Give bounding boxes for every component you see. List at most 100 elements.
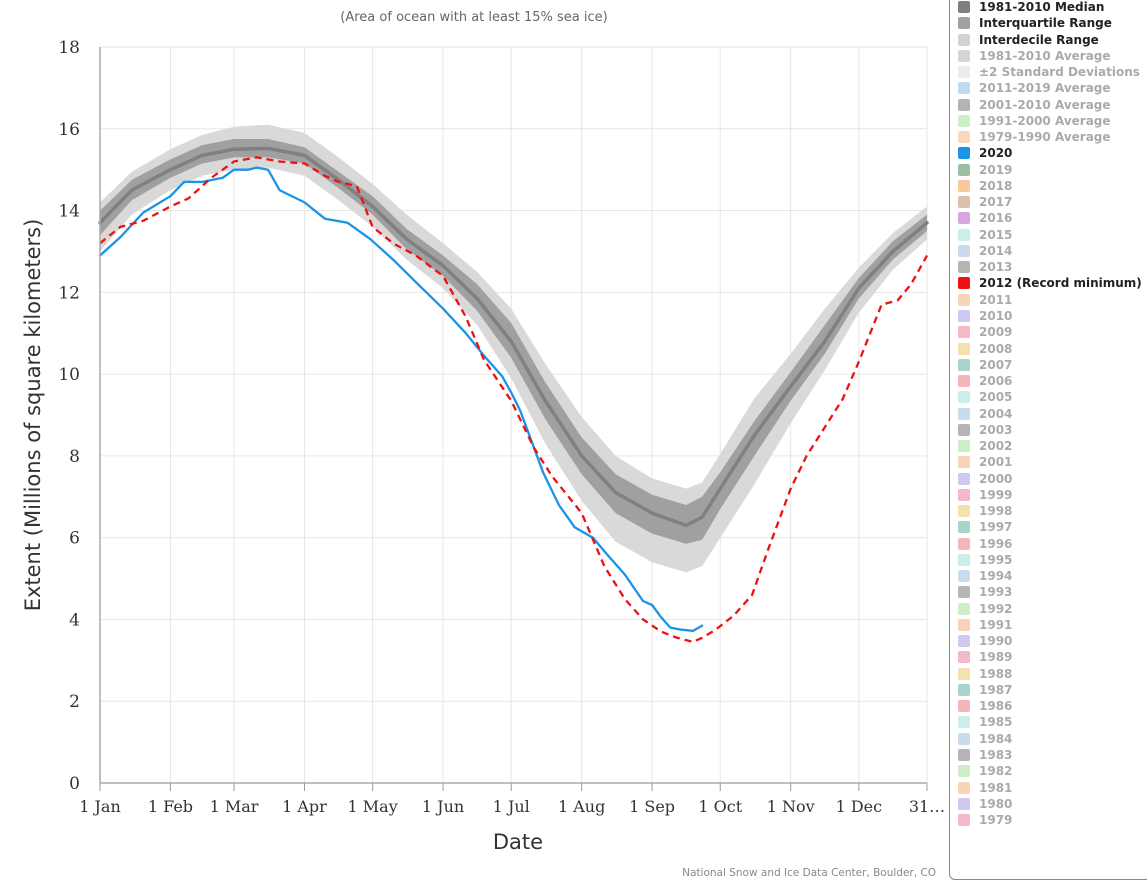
legend-item-2001[interactable]: 2001 [958,454,1012,470]
legend-item-2010[interactable]: 2010 [958,308,1012,324]
legend-item-1982[interactable]: 1982 [958,763,1012,779]
legend-swatch [958,537,970,550]
legend-item-2002[interactable]: 2002 [958,438,1012,454]
legend-item-1980[interactable]: 1980 [958,796,1012,812]
legend-item-1999[interactable]: 1999 [958,487,1012,503]
y-tick-label: 4 [69,610,80,630]
legend-label: ±2 Standard Deviations [979,65,1140,79]
legend-item-2013[interactable]: 2013 [958,259,1012,275]
legend-item-interquartile-range[interactable]: Interquartile Range [958,15,1112,31]
series-line-2012-record-minimum [99,156,929,644]
legend-item-2006[interactable]: 2006 [958,373,1012,389]
legend-swatch [958,212,970,225]
legend-item-2012-record-minimum[interactable]: 2012 (Record minimum) [958,275,1142,291]
legend-item-2000[interactable]: 2000 [958,471,1012,487]
legend-swatch [958,635,970,648]
legend-swatch [958,797,970,810]
legend-item-2011[interactable]: 2011 [958,292,1012,308]
y-tick-label: 10 [58,365,80,385]
legend-item-1993[interactable]: 1993 [958,584,1012,600]
legend-item-2014[interactable]: 2014 [958,243,1012,259]
legend-label: 2019 [979,162,1013,177]
legend-item-1997[interactable]: 1997 [958,519,1012,535]
x-axis-title: Date [493,830,543,854]
legend-swatch [958,98,970,111]
legend-item-1986[interactable]: 1986 [958,698,1012,714]
legend-label: 2006 [979,374,1013,388]
series-line-1981-2010-median [98,146,929,528]
legend-item-2015[interactable]: 2015 [958,227,1012,243]
legend-item-1994[interactable]: 1994 [958,568,1012,584]
legend-swatch [958,391,970,404]
legend-swatch [958,1,970,13]
legend-label: 2003 [979,422,1013,437]
legend-item-interdecile-range[interactable]: Interdecile Range [958,32,1099,48]
legend-item-2016[interactable]: 2016 [958,210,1012,226]
legend-label: 1979-1990 Average [979,130,1111,145]
legend-label: 2005 [979,390,1013,405]
y-tick-label: 16 [58,120,80,140]
legend-item-2020[interactable]: 2020 [958,145,1012,161]
legend-swatch [958,163,970,176]
legend-swatch [958,472,970,485]
legend-item-2008[interactable]: 2008 [958,341,1012,357]
legend-item-2017[interactable]: 2017 [958,194,1012,210]
y-tick-label: 18 [58,38,80,58]
legend-item-1987[interactable]: 1987 [958,682,1012,698]
legend-item-2004[interactable]: 2004 [958,406,1012,422]
legend-label: 1999 [979,487,1013,502]
legend-item-2007[interactable]: 2007 [958,357,1012,373]
legend-swatch [958,131,970,144]
legend-label: 1981 [979,780,1013,795]
legend-item-1988[interactable]: 1988 [958,666,1012,682]
x-tick-label: 1 Sep [629,797,675,816]
legend-swatch [958,521,970,534]
legend-item-2019[interactable]: 2019 [958,162,1012,178]
legend-item-1985[interactable]: 1985 [958,714,1012,730]
legend-item-1990[interactable]: 1990 [958,633,1012,649]
legend-label: 2004 [979,406,1013,421]
legend-label: 1983 [979,748,1013,762]
series-lines [98,146,929,644]
legend-label: 2013 [979,260,1013,275]
legend-item-1983[interactable]: 1983 [958,747,1012,763]
legend-swatch [958,553,970,566]
legend-label: 2011-2019 Average [979,81,1111,96]
legend-swatch [958,618,970,631]
legend-label: 2012 (Record minimum) [979,276,1142,291]
legend-item-1995[interactable]: 1995 [958,552,1012,568]
legend-item-2018[interactable]: 2018 [958,178,1012,194]
legend-swatch [958,586,970,599]
legend-item-1991-2000-average[interactable]: 1991-2000 Average [958,113,1111,129]
legend-item-1979-1990-average[interactable]: 1979-1990 Average [958,129,1111,145]
legend-item-1979[interactable]: 1979 [958,812,1012,828]
legend-item-2003[interactable]: 2003 [958,422,1012,438]
legend-item-1998[interactable]: 1998 [958,503,1012,519]
legend-item-2011-2019-average[interactable]: 2011-2019 Average [958,80,1111,96]
legend-item-2005[interactable]: 2005 [958,389,1012,405]
legend-item-1984[interactable]: 1984 [958,731,1012,747]
legend-item-2-standard-deviations[interactable]: ±2 Standard Deviations [958,64,1140,80]
legend-item-1981-2010-median[interactable]: 1981-2010 Median [958,0,1104,15]
legend-item-1981[interactable]: 1981 [958,780,1012,796]
legend-swatch [958,33,970,46]
chart-credit: National Snow and Ice Data Center, Bould… [682,867,936,879]
legend-panel [949,0,1147,880]
legend-item-1991[interactable]: 1991 [958,617,1012,633]
legend-item-1996[interactable]: 1996 [958,536,1012,552]
x-tick-label: 1 Mar [210,797,259,816]
legend-swatch [958,358,970,371]
legend-label: 1996 [979,536,1013,551]
legend-item-1989[interactable]: 1989 [958,649,1012,665]
y-tick-label: 6 [69,529,80,549]
legend-label: 2011 [979,292,1013,307]
legend-item-1992[interactable]: 1992 [958,601,1012,617]
legend-label: 1982 [979,764,1013,779]
legend-swatch [958,17,970,30]
legend-item-2009[interactable]: 2009 [958,324,1012,340]
legend-swatch [958,765,970,778]
x-tick-label: 1 Nov [767,797,815,816]
legend-swatch [958,82,970,95]
legend-item-2001-2010-average[interactable]: 2001-2010 Average [958,97,1111,113]
legend-item-1981-2010-average[interactable]: 1981-2010 Average [958,48,1111,64]
